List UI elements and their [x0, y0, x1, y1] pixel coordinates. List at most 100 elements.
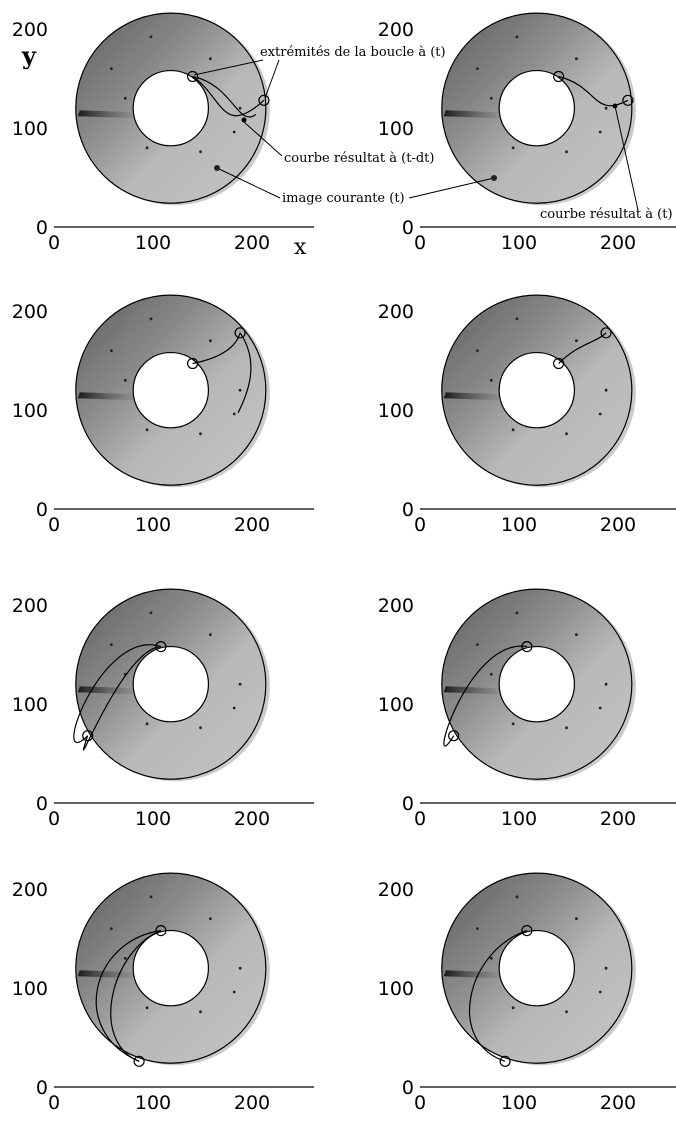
speck-mark — [110, 927, 113, 930]
previous-curve — [73, 644, 162, 744]
speck-mark — [145, 722, 149, 726]
previous-curve — [468, 930, 528, 1062]
x-tick-label: 0 — [414, 232, 426, 254]
speck-mark — [199, 726, 202, 730]
ring-hole — [498, 645, 576, 723]
panel-5: 0 100 200 0 100 200 — [12, 588, 314, 830]
speck-mark — [232, 706, 236, 710]
annotation-leader — [408, 177, 495, 199]
speck-mark — [476, 927, 479, 930]
ring-hole — [132, 929, 210, 1007]
x-tick-label: 200 — [600, 808, 636, 830]
x-tick-label: 200 — [234, 808, 270, 830]
y-tick-label: 100 — [12, 694, 48, 716]
y-tick-label: 100 — [12, 400, 48, 422]
speck-mark — [575, 917, 578, 921]
speck-mark — [232, 130, 236, 134]
y-tick-label: 100 — [378, 400, 414, 422]
speck-mark — [604, 682, 608, 686]
loop-endpoint — [234, 327, 246, 339]
loop-endpoint — [552, 357, 565, 370]
x-tick-label: 0 — [48, 1092, 60, 1114]
previous-curve — [95, 930, 161, 1062]
result-curve — [110, 930, 162, 1062]
speck-mark — [123, 96, 127, 100]
y-tick-label: 0 — [36, 793, 48, 815]
annotation-result-now: courbe résultat à (t) — [540, 207, 673, 222]
loop-endpoint — [82, 730, 94, 742]
marker-dot — [491, 175, 497, 181]
dark-band — [77, 686, 134, 695]
x-tick-label: 200 — [234, 514, 270, 536]
x-tick-label: 200 — [600, 514, 636, 536]
ring-hole — [132, 69, 210, 147]
dark-band — [443, 392, 500, 401]
speck-mark — [476, 643, 479, 646]
panel-8: 0 100 200 0 100 200 — [378, 872, 676, 1114]
speck-mark — [575, 633, 578, 637]
x-tick-label: 100 — [135, 514, 171, 536]
speck-mark — [604, 966, 608, 970]
x-tick-label: 0 — [48, 232, 60, 254]
speck-mark — [565, 726, 568, 730]
y-tick-label: 200 — [12, 595, 48, 617]
speck-mark — [149, 317, 153, 321]
loop-endpoint — [600, 327, 612, 339]
speck-mark — [238, 682, 242, 686]
annotation-current-image: image courante (t) — [282, 191, 405, 206]
annotation-leader — [614, 105, 639, 211]
panel-4: 0 100 200 0 100 200 — [378, 294, 676, 536]
loop-endpoint — [258, 94, 270, 106]
speck-mark — [565, 432, 568, 436]
x-tick-label: 100 — [135, 808, 171, 830]
loop-endpoint — [155, 924, 167, 937]
y-tick-label: 200 — [12, 301, 48, 323]
speck-mark — [515, 895, 519, 899]
speck-mark — [598, 990, 602, 994]
speck-mark — [232, 412, 236, 416]
dark-band — [77, 970, 134, 979]
y-tick-label: 200 — [378, 595, 414, 617]
speck-mark — [604, 388, 608, 392]
y-tick-label: 0 — [36, 499, 48, 521]
loop-endpoint — [133, 1055, 145, 1067]
dark-band — [443, 686, 500, 695]
speck-mark — [209, 917, 212, 921]
speck-mark — [199, 1010, 202, 1014]
y-tick-label: 100 — [378, 694, 414, 716]
ring-hole — [498, 929, 576, 1007]
y-tick-label: 100 — [378, 118, 414, 140]
annotation-layer: extrémités de la boucle à (t) courbe rés… — [260, 45, 673, 222]
speck-mark — [511, 722, 515, 726]
speck-mark — [489, 956, 493, 960]
speck-mark — [123, 378, 127, 382]
panel-6: 0 100 200 0 100 200 — [378, 588, 676, 830]
x-axis-label: x — [294, 235, 307, 260]
y-axis-label: y — [21, 41, 37, 70]
x-tick-label: 100 — [501, 514, 537, 536]
speck-mark — [149, 895, 153, 899]
y-tick-label: 200 — [378, 301, 414, 323]
x-tick-label: 100 — [501, 232, 537, 254]
y-tick-label: 0 — [402, 793, 414, 815]
speck-mark — [515, 317, 519, 321]
y-tick-label: 200 — [378, 19, 414, 41]
y-tick-label: 0 — [402, 1077, 414, 1099]
speck-mark — [575, 57, 578, 61]
speck-mark — [511, 428, 515, 432]
loop-endpoint — [521, 924, 533, 937]
speck-mark — [489, 96, 493, 100]
speck-mark — [604, 106, 608, 110]
y-tick-label: 200 — [12, 19, 48, 41]
speck-mark — [110, 67, 113, 70]
loop-endpoint — [187, 357, 199, 370]
result-curve — [237, 332, 252, 414]
loop-endpoint — [499, 1055, 511, 1067]
speck-mark — [149, 35, 153, 39]
result-curve — [192, 76, 265, 117]
speck-mark — [110, 643, 113, 646]
annotation-loop-ends: extrémités de la boucle à (t) — [260, 45, 446, 60]
x-tick-label: 100 — [501, 808, 537, 830]
x-tick-label: 0 — [414, 514, 426, 536]
